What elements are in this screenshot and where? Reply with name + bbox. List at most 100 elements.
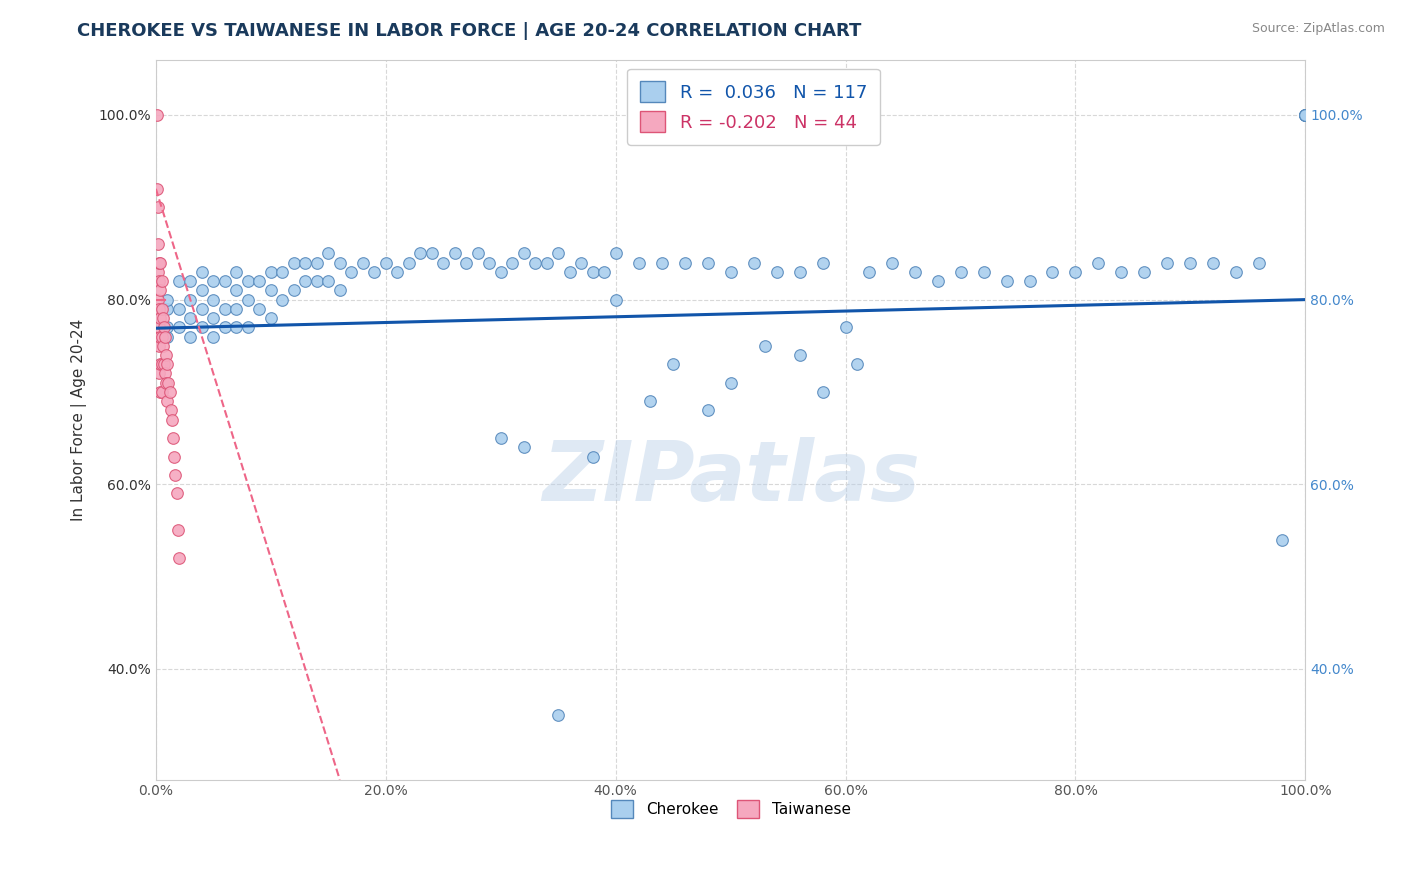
Point [478,255,501,269]
Point [720,376,742,390]
Point [283,255,305,269]
Point [524,255,547,269]
Point [225,301,247,316]
Point [146,293,169,307]
Point [329,284,352,298]
Point [156,357,179,371]
Point [294,274,316,288]
Point [225,284,247,298]
Point [409,246,432,260]
Point [1202,255,1225,269]
Point [236,293,259,307]
Point [162,431,184,445]
Point [582,265,605,279]
Point [536,255,558,269]
Text: ZIPatlas: ZIPatlas [541,437,920,517]
Point [225,265,247,279]
Point [949,265,972,279]
Point [489,431,512,445]
Point [305,274,328,288]
Point [214,301,236,316]
Point [789,348,811,362]
Point [501,255,523,269]
Point [179,329,201,343]
Point [467,246,489,260]
Point [662,357,685,371]
Point [696,255,718,269]
Point [148,320,170,334]
Point [146,329,169,343]
Point [742,255,765,269]
Point [148,255,170,269]
Point [156,301,179,316]
Point [673,255,696,269]
Point [260,311,283,326]
Point [150,357,173,371]
Point [1271,533,1294,547]
Point [159,403,181,417]
Point [316,246,339,260]
Point [179,293,201,307]
Point [146,237,169,252]
Point [236,320,259,334]
Point [582,450,605,464]
Point [146,182,169,196]
Point [271,293,294,307]
Point [432,255,454,269]
Point [340,265,363,279]
Point [1225,265,1247,279]
Text: Source: ZipAtlas.com: Source: ZipAtlas.com [1251,22,1385,36]
Point [569,255,592,269]
Point [179,311,201,326]
Point [456,255,478,269]
Point [236,274,259,288]
Point [1294,108,1316,122]
Point [214,320,236,334]
Point [153,329,176,343]
Point [1133,265,1156,279]
Point [1249,255,1271,269]
Point [150,329,173,343]
Point [1064,265,1087,279]
Point [155,376,177,390]
Point [789,265,811,279]
Point [420,246,443,260]
Point [167,320,190,334]
Point [152,339,174,353]
Point [811,384,834,399]
Point [858,265,880,279]
Point [1111,265,1133,279]
Point [1294,108,1316,122]
Point [152,311,174,326]
Point [159,384,181,399]
Point [903,265,925,279]
Point [247,274,270,288]
Point [153,357,176,371]
Point [156,320,179,334]
Point [271,265,294,279]
Point [627,255,650,269]
Point [605,293,627,307]
Point [1042,265,1064,279]
Point [512,440,534,454]
Point [149,255,172,269]
Point [202,293,225,307]
Point [374,255,396,269]
Point [1294,108,1316,122]
Point [149,357,172,371]
Point [167,551,190,566]
Point [247,301,270,316]
Point [191,320,214,334]
Point [148,339,170,353]
Point [651,255,673,269]
Point [1294,108,1316,122]
Point [156,394,179,409]
Point [927,274,949,288]
Point [153,320,176,334]
Point [260,284,283,298]
Point [156,329,179,343]
Point [1156,255,1178,269]
Point [191,301,214,316]
Point [153,367,176,381]
Point [973,265,995,279]
